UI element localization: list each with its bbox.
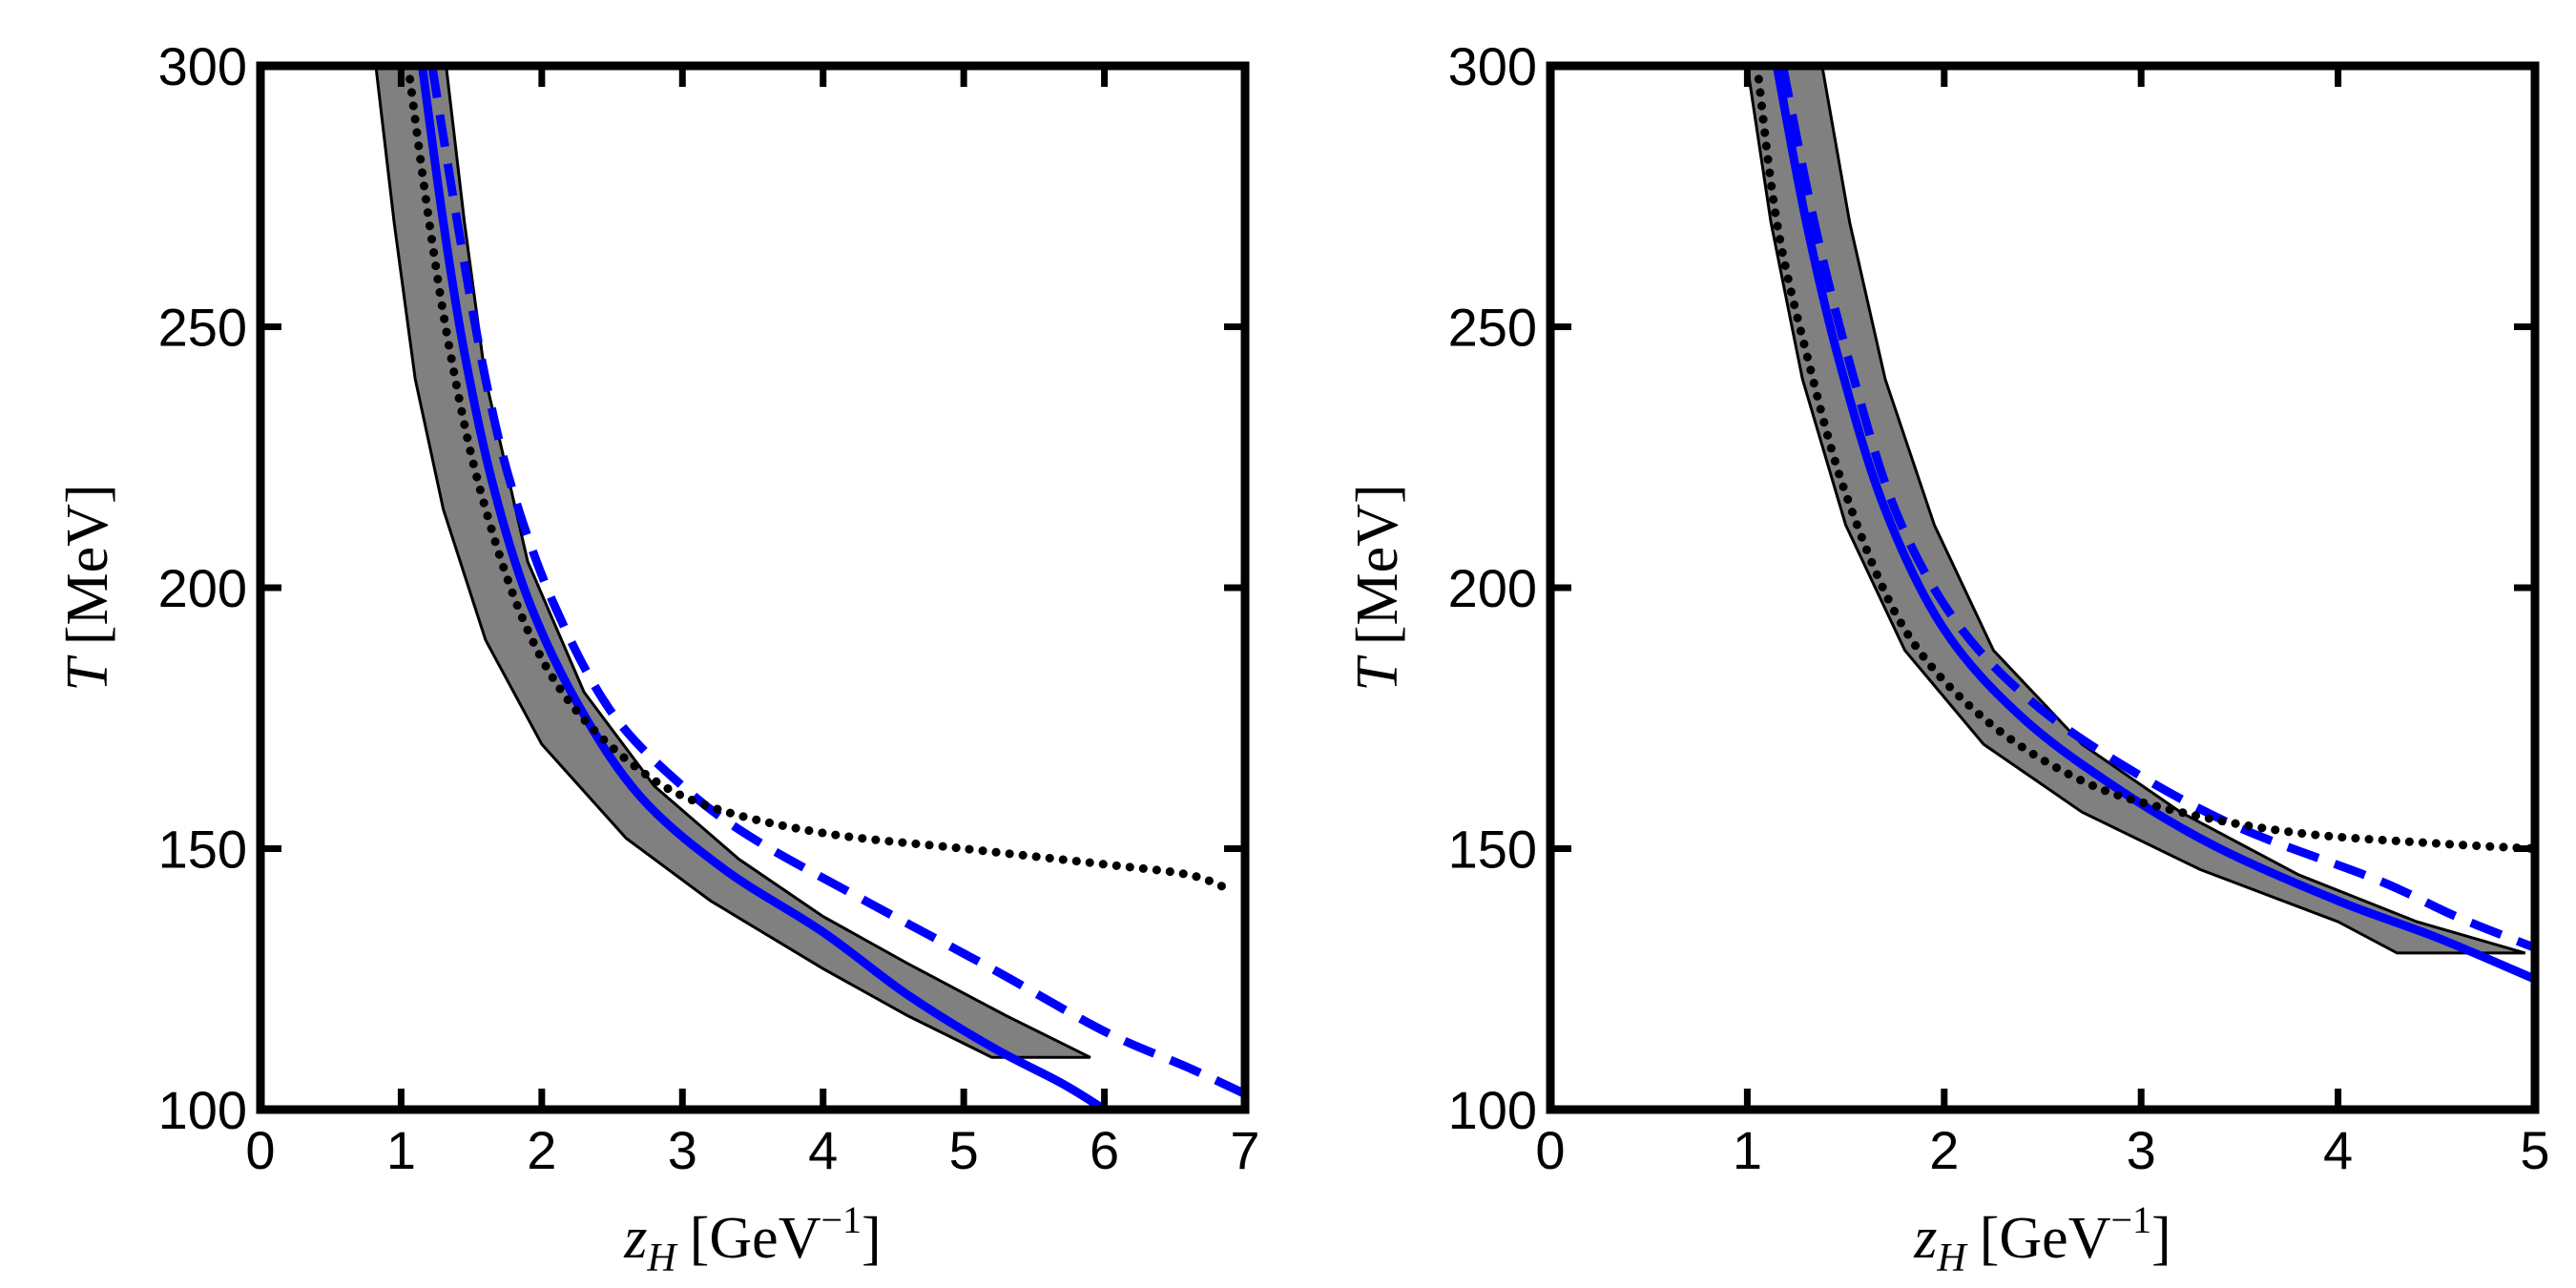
left-x-tick-label: 4 <box>808 1120 838 1180</box>
left-x-tick-label: 5 <box>949 1120 979 1180</box>
right-series-group <box>1745 66 2535 984</box>
left-x-tick-label: 0 <box>245 1120 275 1180</box>
left-series-group <box>374 66 1245 1110</box>
left-x-tick-label: 2 <box>527 1120 556 1180</box>
left-ticks: 0 1 2 3 4 5 6 7 100 150 200 250 300 <box>158 36 1260 1180</box>
left-x-tick-label: 7 <box>1230 1120 1259 1180</box>
right-panel: 0 1 2 3 4 5 100 150 200 250 300 zH [GeV−1] T[MeV] <box>1345 36 2550 1280</box>
right-x-tick-label: 5 <box>2520 1120 2549 1180</box>
right-x-tick-label: 1 <box>1733 1120 1762 1180</box>
left-panel: 0 1 2 3 4 5 6 7 100 150 200 250 300 zH [GeV−1] T[MeV] <box>55 36 1260 1280</box>
left-x-tick-label: 6 <box>1090 1120 1119 1180</box>
right-y-tick-label: 250 <box>1448 298 1537 358</box>
left-y-tick-label: 100 <box>158 1080 247 1140</box>
right-black-dotted-line <box>1753 66 2535 853</box>
left-y-tick-label: 200 <box>158 558 247 618</box>
left-y-tick-label: 250 <box>158 298 247 358</box>
left-y-tick-label: 150 <box>158 820 247 880</box>
left-x-tick-label: 3 <box>668 1120 697 1180</box>
left-x-tick-label: 1 <box>386 1120 416 1180</box>
right-y-tick-label: 100 <box>1448 1080 1537 1140</box>
right-blue-solid-line <box>1772 66 2535 984</box>
left-plot-area <box>374 66 1245 1110</box>
right-y-tick-label: 150 <box>1448 820 1537 880</box>
right-plot-area <box>1745 66 2535 984</box>
right-x-tick-label: 4 <box>2323 1120 2353 1180</box>
right-x-tick-label: 2 <box>1929 1120 1959 1180</box>
right-y-axis-label: T[MeV] <box>1345 484 1410 691</box>
left-y-axis-label: T[MeV] <box>55 484 120 691</box>
right-x-tick-label: 0 <box>1535 1120 1565 1180</box>
left-y-tick-label: 300 <box>158 36 247 96</box>
left-x-axis-label: zH [GeV−1] <box>623 1198 881 1280</box>
left-blue-dashed-line <box>427 66 1245 1098</box>
right-y-tick-label: 200 <box>1448 558 1537 618</box>
right-gray-band <box>1745 66 2526 955</box>
left-gray-band <box>374 66 1091 1059</box>
right-x-axis-label: zH [GeV−1] <box>1913 1198 2171 1280</box>
right-ticks: 0 1 2 3 4 5 100 150 200 250 300 <box>1448 36 2550 1180</box>
left-blue-solid-line <box>418 66 1110 1110</box>
left-black-dotted-line <box>404 66 1236 895</box>
right-x-tick-label: 3 <box>2127 1120 2156 1180</box>
right-y-tick-label: 300 <box>1448 36 1537 96</box>
right-axes-frame <box>1546 61 2540 1114</box>
